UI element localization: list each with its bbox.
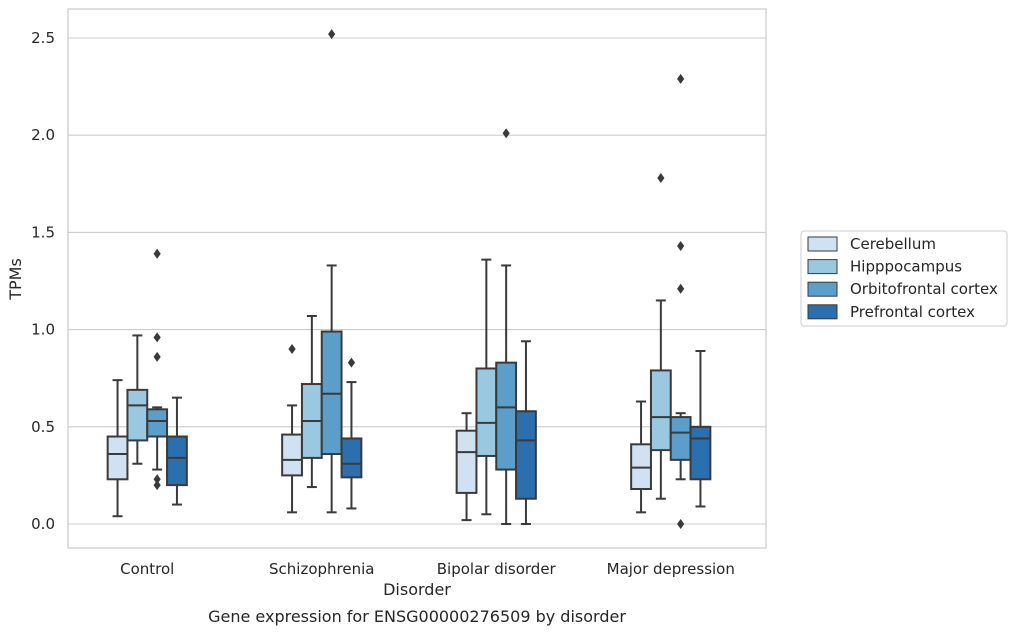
y-tick-label: 0.5: [31, 418, 55, 436]
legend-label: Prefrontal cortex: [850, 303, 975, 321]
iqr-box: [515, 410, 537, 500]
boxes: [106, 29, 712, 529]
box-hipppocampus: [126, 334, 149, 465]
iqr-box: [689, 425, 712, 481]
legend-label: Cerebellum: [850, 235, 936, 253]
x-tick-label: Control: [120, 560, 174, 578]
box-orbitofrontal-cortex: [320, 29, 343, 514]
y-tick-label: 2.0: [31, 126, 55, 144]
iqr-box: [455, 429, 478, 494]
box-prefrontal-cortex: [515, 340, 537, 525]
legend-label: Hipppocampus: [850, 258, 962, 276]
outlier-point: [153, 480, 161, 491]
x-tick-label: Bipolar disorder: [437, 560, 557, 578]
legend-label: Orbitofrontal cortex: [850, 280, 998, 298]
box-prefrontal-cortex: [340, 357, 363, 510]
outlier-point: [153, 474, 161, 485]
outlier-point: [347, 357, 356, 368]
box-cerebellum: [106, 379, 129, 518]
box-cerebellum: [630, 400, 652, 514]
iqr-box: [495, 361, 518, 471]
outlier-point: [677, 519, 685, 529]
iqr-box: [649, 369, 672, 452]
legend-swatch: [807, 304, 838, 320]
x-axis-title: Disorder: [383, 580, 451, 599]
legend-swatch: [807, 236, 838, 252]
outlier-point: [677, 241, 685, 252]
box-orbitofrontal-cortex: [495, 128, 518, 525]
box-orbitofrontal-cortex: [669, 73, 692, 529]
x-tick-label: Schizophrenia: [269, 560, 374, 578]
y-tick-label: 1.0: [31, 321, 55, 339]
box-prefrontal-cortex: [166, 396, 188, 506]
iqr-box: [146, 408, 169, 438]
outlier-point: [677, 73, 685, 84]
outlier-point: [153, 248, 161, 259]
box-hipppocampus: [300, 314, 323, 489]
y-axis-title: TPMs: [6, 258, 25, 301]
legend: Cerebellum Hipppocampus Orbitofrontal cort…: [800, 230, 1008, 327]
iqr-box: [475, 367, 498, 457]
chart-caption: Gene expression for ENSG00000276509 by d…: [208, 607, 626, 626]
iqr-box: [126, 388, 149, 442]
y-tick-labels: 0.0 0.5 1.0 1.5 2.0 2.5: [31, 29, 55, 533]
x-tick-label: Major depression: [607, 560, 735, 578]
legend-swatch: [807, 281, 838, 297]
outlier-point: [502, 128, 510, 139]
iqr-box: [281, 433, 303, 477]
plot-frame: [67, 8, 767, 549]
x-tick-labels: Control Schizophrenia Bipolar disorder Majo…: [120, 560, 735, 578]
y-tick-label: 2.5: [31, 29, 55, 47]
legend-swatch: [807, 259, 838, 275]
iqr-box: [340, 437, 363, 479]
iqr-box: [166, 435, 188, 487]
gridlines: [68, 37, 766, 525]
y-tick-label: 0.0: [31, 515, 55, 533]
legend-frame: [800, 230, 1008, 327]
y-tick-label: 1.5: [31, 223, 55, 241]
outlier-point: [288, 344, 296, 355]
iqr-box: [669, 416, 692, 461]
box-orbitofrontal-cortex: [146, 248, 169, 491]
outlier-point: [657, 172, 665, 183]
box-hipppocampus: [475, 258, 498, 516]
outlier-point: [328, 29, 336, 40]
box-hipppocampus: [649, 172, 672, 500]
box-cerebellum: [281, 344, 303, 514]
outlier-point: [153, 351, 161, 362]
outlier-point: [677, 283, 685, 294]
box-cerebellum: [455, 412, 478, 522]
box-prefrontal-cortex: [689, 349, 712, 508]
outlier-point: [153, 332, 161, 343]
iqr-box: [106, 435, 129, 481]
